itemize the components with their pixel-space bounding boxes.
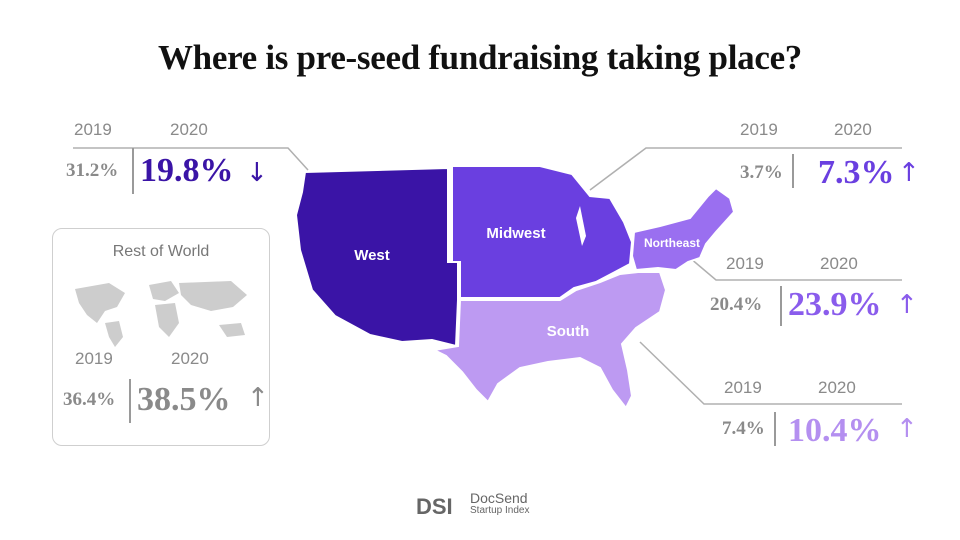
- year-label-2020: 2020: [834, 120, 872, 139]
- docsend-logo: DSI DocSend Startup Index: [416, 490, 556, 520]
- logo-brand: DocSend: [470, 490, 528, 506]
- stat-south: 2019 2020 7.4% 10.4% ↑: [700, 374, 920, 454]
- year-label-2020: 2020: [170, 120, 208, 139]
- arrow-up-icon: ↑: [898, 158, 920, 188]
- region-label-northeast: Northeast: [644, 236, 700, 250]
- year-label-2020: 2020: [171, 349, 209, 368]
- year-label-2020: 2020: [820, 254, 858, 273]
- stat-west: 2019 2020 31.2% 19.8% ↓: [60, 118, 280, 198]
- logo-mark: DSI: [416, 494, 453, 519]
- divider: [774, 412, 776, 446]
- rest-of-world-label: Rest of World: [112, 243, 210, 260]
- stat-midwest: 2019 2020 3.7% 7.3% ↑: [720, 118, 920, 198]
- divider: [129, 379, 131, 423]
- value-2019: 20.4%: [710, 294, 763, 315]
- value-2019: 36.4%: [63, 389, 116, 410]
- logo-sub: Startup Index: [470, 505, 530, 516]
- value-2019: 31.2%: [66, 160, 119, 181]
- year-label-2019: 2019: [724, 378, 762, 397]
- region-label-midwest: Midwest: [486, 225, 545, 242]
- dsi-mark-icon: DSI: [416, 494, 453, 519]
- leader-line-west: [276, 147, 309, 171]
- divider: [780, 286, 782, 326]
- stat-northeast: 2019 2020 20.4% 23.9% ↑: [700, 250, 920, 330]
- divider: [132, 148, 134, 194]
- rest-of-world-card: Rest of World 2019 2020 36.4% 38.5% ↑: [52, 228, 270, 446]
- year-label-2019: 2019: [740, 120, 778, 139]
- leader-line-midwest: [589, 147, 902, 191]
- arrow-up-icon: ↑: [896, 290, 918, 320]
- divider: [792, 154, 794, 188]
- year-label-2019: 2019: [74, 120, 112, 139]
- value-2020: 23.9%: [788, 286, 882, 323]
- arrow-up-icon: ↑: [896, 414, 918, 444]
- value-2020: 10.4%: [788, 412, 882, 449]
- great-lakes-shape: [576, 206, 586, 246]
- leader-lines: [73, 147, 902, 405]
- page-title: Where is pre-seed fundraising taking pla…: [157, 38, 803, 77]
- year-label-2020: 2020: [818, 378, 856, 397]
- region-midwest[interactable]: [451, 165, 634, 299]
- value-2020: 38.5%: [137, 381, 231, 418]
- value-2020: 19.8%: [140, 152, 234, 189]
- value-2019: 7.4%: [722, 418, 765, 439]
- leader-line-south: [639, 341, 902, 405]
- value-2019: 3.7%: [740, 162, 783, 183]
- region-northeast[interactable]: [630, 186, 736, 272]
- arrow-up-icon: ↑: [247, 383, 269, 413]
- region-south[interactable]: [430, 271, 668, 410]
- arrow-down-icon: ↓: [246, 158, 268, 188]
- world-map-icon: [75, 281, 247, 347]
- region-label-west: West: [354, 247, 390, 264]
- value-2020: 7.3%: [818, 154, 895, 191]
- region-label-south: South: [547, 323, 590, 340]
- year-label-2019: 2019: [75, 349, 113, 368]
- year-label-2019: 2019: [726, 254, 764, 273]
- leader-line-northeast: [689, 257, 902, 281]
